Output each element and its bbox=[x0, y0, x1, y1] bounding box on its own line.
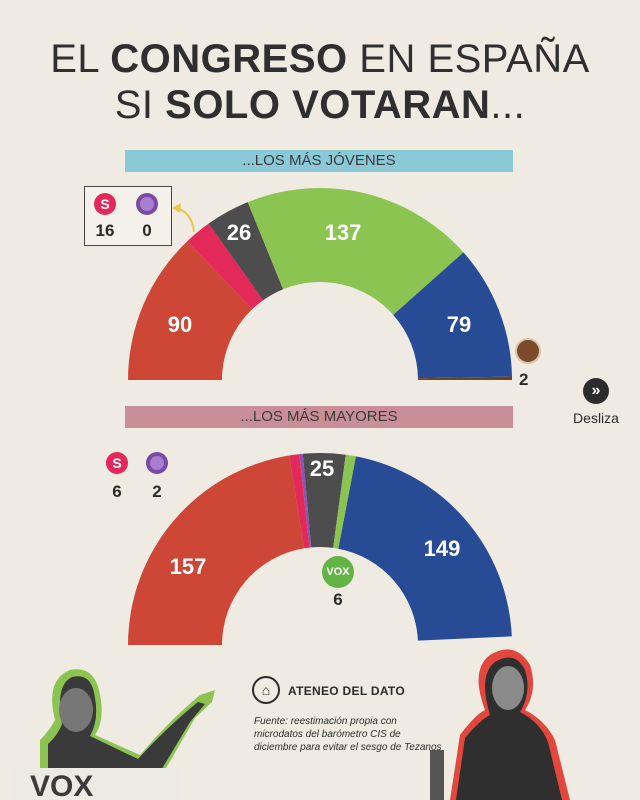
title-line-2: SI SOLO VOTARAN... bbox=[0, 82, 640, 128]
title-text: SI bbox=[114, 83, 166, 127]
legend-value-sumar: 16 bbox=[95, 221, 115, 240]
legend-value-podemos-old: 2 bbox=[152, 482, 162, 501]
title-bold-text: CONGRESO bbox=[110, 37, 348, 81]
vox-logo-icon: VOX bbox=[322, 556, 354, 588]
title-line-1: EL CONGRESO EN ESPAÑA bbox=[0, 36, 640, 82]
seat-label: 25 bbox=[310, 456, 334, 481]
legend-value-podemos: 0 bbox=[142, 221, 152, 240]
title-text: EN ESPAÑA bbox=[347, 37, 590, 81]
seat-segment bbox=[289, 454, 310, 549]
seat-segment bbox=[417, 376, 512, 380]
seat-label: 157 bbox=[170, 554, 207, 579]
title-text: ... bbox=[490, 83, 526, 127]
seat-label: 149 bbox=[424, 536, 461, 561]
seat-label: 137 bbox=[325, 220, 362, 245]
seat-label: 26 bbox=[227, 220, 251, 245]
vox-sign-text: VOX bbox=[30, 770, 93, 800]
minor-party-value: 2 bbox=[519, 370, 529, 389]
seat-segment bbox=[208, 202, 284, 301]
legend-box-young: S 16 0 bbox=[84, 186, 172, 246]
vox-value: 6 bbox=[333, 590, 343, 609]
sumar-logo-icon: S bbox=[94, 193, 116, 215]
legend-value-sumar-old: 6 bbox=[112, 482, 122, 501]
double-chevron-right-icon: » bbox=[583, 378, 609, 404]
seat-segment bbox=[333, 454, 356, 549]
left-politician-photo: VOX bbox=[10, 669, 215, 800]
seat-segment bbox=[247, 188, 464, 315]
minor-party-logo-icon bbox=[515, 338, 541, 364]
seat-segment bbox=[302, 453, 346, 548]
seat-segment bbox=[128, 241, 253, 380]
seat-label: 79 bbox=[447, 312, 471, 337]
seat-segment bbox=[393, 252, 512, 379]
seat-segment bbox=[128, 455, 305, 645]
source-note: Fuente: reestimación propia con microdat… bbox=[254, 716, 442, 753]
bank-icon: ⌂ bbox=[252, 676, 280, 704]
page-title: EL CONGRESO EN ESPAÑA SI SOLO VOTARAN... bbox=[0, 36, 640, 128]
pointer-arrowhead-icon bbox=[172, 203, 181, 213]
podemos-logo-icon bbox=[146, 452, 168, 474]
swipe-button[interactable]: » Desliza bbox=[566, 378, 626, 426]
section-band-old: ...LOS MÁS MAYORES bbox=[125, 406, 513, 428]
right-politician-photo bbox=[430, 649, 570, 800]
seat-segment bbox=[338, 456, 512, 641]
title-text: EL bbox=[50, 37, 111, 81]
brand-name: ATENEO DEL DATO bbox=[288, 684, 405, 698]
seat-label: 90 bbox=[168, 312, 192, 337]
podemos-logo-icon bbox=[136, 193, 158, 215]
swipe-label: Desliza bbox=[573, 410, 619, 426]
seat-segment bbox=[187, 223, 264, 310]
sumar-logo-icon: S bbox=[106, 452, 128, 474]
title-bold-text: SOLO VOTARAN bbox=[165, 83, 491, 127]
section-band-young: ...LOS MÁS JÓVENES bbox=[125, 150, 513, 172]
seat-segment bbox=[299, 453, 312, 548]
